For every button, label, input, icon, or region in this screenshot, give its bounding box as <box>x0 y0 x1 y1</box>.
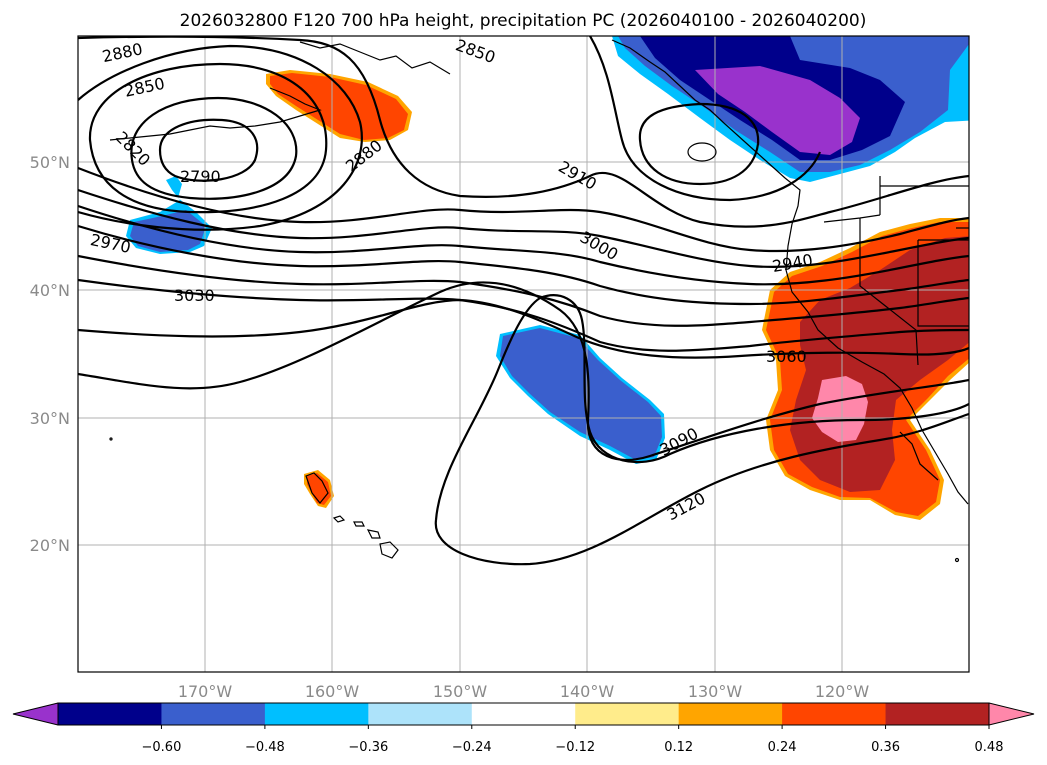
colorbar-tick-label: 0.36 <box>871 740 900 755</box>
precip-anomaly-fields <box>126 36 969 520</box>
colorbar-segment <box>471 703 576 725</box>
colorbar-tick-label: 0.48 <box>975 740 1004 755</box>
colorbar-segment <box>264 703 369 725</box>
hawaii-islands <box>109 437 960 563</box>
height-contours <box>78 36 969 566</box>
lon-label: 170°W <box>178 682 233 701</box>
contour-label: 3060 <box>766 347 807 366</box>
lat-label: 20°N <box>30 536 70 555</box>
colorbar-extend-right <box>989 703 1034 725</box>
colorbar-segment <box>58 703 162 725</box>
contour-2880-east <box>589 36 822 202</box>
contour-2850 <box>88 62 328 214</box>
colorbar-segment <box>368 703 473 725</box>
latitude-labels: 50°N 40°N 30°N 20°N <box>30 153 70 555</box>
colorbar-tick-label: −0.12 <box>555 740 595 755</box>
colorbar-tick-label: 0.24 <box>768 740 797 755</box>
colorbar-tick-label: −0.48 <box>245 740 285 755</box>
coastlines <box>109 39 969 505</box>
contour-label: 2790 <box>180 167 221 186</box>
map-panel: 2880 2850 2820 2790 2970 3030 2850 2880 … <box>78 36 969 672</box>
lat-label: 40°N <box>30 281 70 300</box>
contour-2820 <box>130 96 298 200</box>
lat-label: 50°N <box>30 153 70 172</box>
contour-2790 <box>158 118 259 182</box>
colorbar-tick-label: −0.60 <box>142 740 182 755</box>
contour-label: 3030 <box>174 286 215 305</box>
colorbar-segment <box>575 703 680 725</box>
contour-2880-west <box>78 44 363 231</box>
colorbar-segment <box>885 703 990 725</box>
lon-label: 130°W <box>688 682 743 701</box>
colorbar-tick-label: 0.12 <box>664 740 693 755</box>
colorbar-tick-label: −0.36 <box>348 740 388 755</box>
colorbar-segment <box>782 703 887 725</box>
map-frame <box>77 35 970 673</box>
lon-label: 150°W <box>433 682 488 701</box>
colorbar-extend-left <box>13 703 58 725</box>
contour-2850-east <box>638 102 760 186</box>
figure-title: 2026032800 F120 700 hPa height, precipit… <box>180 11 867 31</box>
lon-label: 120°W <box>815 682 870 701</box>
lat-label: 30°N <box>30 409 70 428</box>
longitude-labels: 170°W 160°W 150°W 140°W 130°W 120°W <box>178 682 870 701</box>
lon-label: 160°W <box>305 682 360 701</box>
colorbar-tick-label: −0.24 <box>452 740 492 755</box>
colorbar: −0.60 −0.48 −0.36 −0.24 −0.12 0.12 0.24 0.36 0.4… <box>12 702 1035 755</box>
contour-3120 <box>434 294 969 521</box>
lon-label: 140°W <box>560 682 615 701</box>
colorbar-segment <box>678 703 783 725</box>
colorbar-segment <box>161 703 266 725</box>
